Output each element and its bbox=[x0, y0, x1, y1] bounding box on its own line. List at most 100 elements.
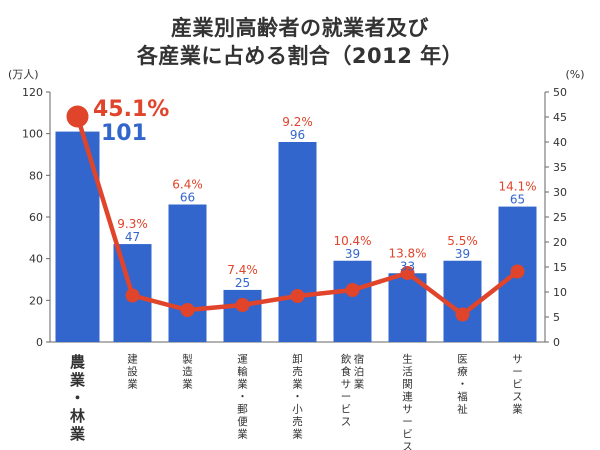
right-tick-label: 30 bbox=[553, 186, 567, 199]
category-label-char: 宿 bbox=[354, 353, 365, 366]
category-label-char: 造 bbox=[182, 365, 193, 378]
percentage-data-label: 13.8% bbox=[388, 246, 426, 260]
left-tick-label: 20 bbox=[29, 294, 43, 307]
right-tick-label: 20 bbox=[553, 236, 567, 249]
category-label-char: 祉 bbox=[457, 404, 468, 416]
percentage-point bbox=[345, 283, 360, 297]
category-label-char: 業 bbox=[292, 378, 303, 391]
category-label-char: 農 bbox=[70, 353, 85, 371]
category-label-char: ・ bbox=[292, 391, 303, 403]
right-tick-label: 25 bbox=[553, 211, 567, 224]
bar-data-label: 47 bbox=[125, 230, 140, 244]
left-tick-label: 100 bbox=[22, 128, 43, 141]
right-tick-label: 35 bbox=[553, 161, 567, 174]
category-label-char: サ bbox=[341, 379, 352, 391]
percentage-point bbox=[66, 105, 89, 128]
right-tick-label: 40 bbox=[553, 136, 567, 149]
bar-data-label: 39 bbox=[345, 247, 360, 261]
bar bbox=[278, 142, 317, 342]
category-label-char: 飲 bbox=[341, 353, 352, 366]
category-label-char: ・ bbox=[237, 391, 248, 403]
category-label-char: 輸 bbox=[237, 365, 248, 378]
right-tick-label: 50 bbox=[553, 86, 567, 99]
left-tick-label: 80 bbox=[29, 169, 43, 182]
bar-data-label: 33 bbox=[400, 259, 415, 273]
left-axis-unit: (万人) bbox=[8, 68, 39, 81]
percentage-point bbox=[290, 289, 305, 303]
category-label-char: 泊 bbox=[354, 366, 365, 378]
category-label-char: 小 bbox=[292, 404, 303, 416]
category-label-char: 生 bbox=[402, 353, 413, 366]
percentage-data-label: 9.3% bbox=[117, 217, 148, 231]
percentage-point bbox=[180, 303, 195, 317]
percentage-point bbox=[455, 307, 470, 322]
percentage-data-label: 10.4% bbox=[333, 234, 371, 248]
percentage-data-label: 45.1% bbox=[93, 97, 169, 122]
category-label-char: ー bbox=[512, 366, 523, 378]
category-label-char: 医 bbox=[457, 354, 468, 366]
category-label-char: 福 bbox=[457, 390, 468, 403]
percentage-point bbox=[235, 298, 250, 312]
category-label-char: 連 bbox=[402, 390, 413, 403]
category-label-char: 業 bbox=[237, 428, 248, 441]
category-label-char: ス bbox=[341, 416, 352, 428]
left-tick-label: 120 bbox=[22, 86, 43, 99]
category-label-char: ス bbox=[512, 391, 523, 403]
bar-data-label: 66 bbox=[180, 191, 195, 205]
right-axis-unit: (%) bbox=[565, 68, 584, 81]
category-label-char: サ bbox=[512, 354, 523, 366]
bar bbox=[168, 204, 207, 342]
category-label-char: 売 bbox=[292, 415, 303, 428]
category-label-char: 業 bbox=[512, 403, 523, 416]
percentage-point bbox=[125, 288, 140, 303]
category-label-char: 業 bbox=[69, 425, 86, 443]
category-label-char: ビ bbox=[341, 404, 352, 416]
category-label-char: 業 bbox=[292, 428, 303, 441]
left-tick-label: 60 bbox=[29, 211, 43, 224]
category-label-char: サ bbox=[402, 404, 413, 416]
percentage-point bbox=[400, 266, 415, 280]
percentage-point bbox=[510, 264, 525, 279]
category-label-char: 郵 bbox=[237, 404, 248, 416]
category-label-char: 業 bbox=[182, 378, 193, 391]
category-label-char: 売 bbox=[292, 365, 303, 378]
left-tick-label: 40 bbox=[29, 253, 43, 266]
bar-data-label: 96 bbox=[290, 128, 305, 142]
category-label-char: 関 bbox=[402, 379, 413, 391]
bar bbox=[333, 260, 372, 342]
bar-data-label: 39 bbox=[455, 247, 470, 261]
category-label-char: 業 bbox=[127, 378, 138, 391]
right-tick-label: 15 bbox=[553, 261, 567, 274]
left-tick-label: 0 bbox=[36, 336, 43, 349]
bar-data-label: 25 bbox=[235, 276, 250, 290]
category-label-char: ・ bbox=[70, 389, 85, 407]
bar bbox=[443, 260, 482, 342]
right-tick-label: 5 bbox=[553, 311, 560, 324]
percentage-data-label: 14.1% bbox=[498, 180, 536, 194]
category-label-char: 製 bbox=[182, 353, 193, 366]
percentage-data-label: 9.2% bbox=[282, 115, 313, 129]
percentage-data-label: 5.5% bbox=[447, 234, 478, 248]
category-label-char: 業 bbox=[354, 378, 365, 391]
right-tick-label: 10 bbox=[553, 286, 567, 299]
bar bbox=[223, 289, 262, 342]
bar-data-label: 65 bbox=[510, 193, 525, 207]
category-label-char: ビ bbox=[512, 379, 523, 391]
category-label-char: ビ bbox=[402, 429, 413, 441]
percentage-data-label: 7.4% bbox=[227, 263, 258, 277]
category-label-char: 業 bbox=[69, 371, 86, 389]
category-label-char: 活 bbox=[402, 366, 413, 378]
category-label-char: 建 bbox=[127, 353, 138, 366]
chart-title-line-1: 産業別高齢者の就業者及び bbox=[171, 16, 429, 40]
category-label-char: ー bbox=[402, 416, 413, 428]
category-label-char: ー bbox=[341, 391, 352, 403]
category-label-char: 林 bbox=[70, 407, 86, 425]
category-label-char: 療 bbox=[457, 365, 468, 378]
category-label-char: 便 bbox=[237, 415, 248, 428]
percentage-data-label: 6.4% bbox=[172, 178, 203, 192]
chart-title-line-2: 各産業に占める割合（2012 年） bbox=[136, 44, 464, 68]
right-tick-label: 0 bbox=[553, 336, 560, 349]
right-tick-label: 45 bbox=[553, 111, 567, 124]
